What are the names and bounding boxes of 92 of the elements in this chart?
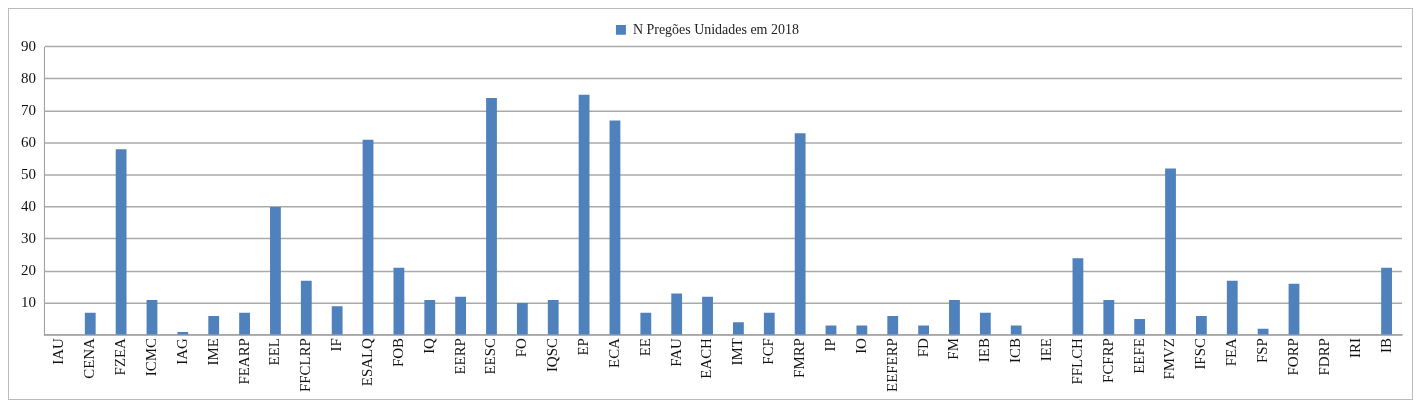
x-tick-label: FDRP (1315, 338, 1332, 376)
y-tick-label: 80 (21, 69, 36, 86)
y-tick-label: 90 (21, 37, 36, 54)
x-tick-label: CENA (81, 337, 98, 379)
bar (486, 98, 497, 335)
bar (856, 325, 868, 335)
bar (1381, 267, 1392, 335)
bar (578, 94, 590, 335)
x-tick-label: IB (1377, 338, 1394, 354)
x-tick-label: EEFERP (883, 338, 900, 392)
x-tick-label: FAU (667, 337, 684, 367)
bar (1257, 328, 1269, 335)
bar (331, 306, 343, 335)
bar (1288, 283, 1300, 335)
bar (763, 312, 775, 335)
x-tick-label: FM (945, 338, 962, 360)
x-tick-label: IAU (50, 337, 67, 365)
bar (979, 312, 991, 335)
x-tick-label: IP (821, 338, 838, 352)
y-tick-label: 30 (21, 229, 36, 246)
bar (1072, 258, 1084, 335)
bar (547, 299, 559, 335)
bar (640, 312, 652, 335)
bar (1134, 319, 1146, 335)
x-tick-label: IEB (976, 338, 993, 363)
x-tick-label: FCF (760, 338, 777, 365)
x-tick-label: FORP (1284, 338, 1301, 376)
x-tick-label: EERP (451, 338, 468, 375)
x-tick-label: EP (575, 338, 592, 356)
legend-label: N Pregões Unidades em 2018 (632, 21, 799, 37)
x-tick-label: EEL (266, 338, 283, 366)
bar (1010, 325, 1022, 335)
x-tick-label: FFLCH (1068, 337, 1085, 385)
bar (115, 149, 127, 335)
y-tick-label: 20 (21, 262, 36, 278)
x-tick-label: EESC (482, 338, 499, 375)
bar (1226, 280, 1238, 335)
x-tick-label: FCFRP (1099, 338, 1116, 383)
bar (424, 299, 436, 335)
x-tick-label: IO (852, 337, 869, 354)
bar (84, 312, 96, 335)
x-tick-label: FZEA (112, 337, 129, 376)
bar (794, 133, 806, 335)
y-tick-label: 60 (21, 133, 36, 150)
x-tick-label: ICMC (142, 338, 159, 377)
bar (1103, 299, 1115, 335)
x-tick-label: FSP (1254, 338, 1271, 363)
x-tick-label: IQSC (544, 338, 561, 373)
x-tick-label: ECA (605, 337, 622, 368)
x-tick-label: FMRP (791, 338, 808, 378)
x-tick-label: ICB (1007, 338, 1024, 363)
x-tick-label: IAG (173, 337, 190, 365)
bar (300, 280, 312, 335)
bar (270, 206, 281, 335)
bar (887, 315, 899, 335)
x-tick-label: FEARP (235, 338, 252, 385)
x-tick-label: IEE (1037, 338, 1054, 362)
bar (918, 325, 930, 335)
bar (208, 315, 220, 335)
x-tick-label: EE (636, 338, 653, 357)
bar (733, 322, 744, 335)
x-tick-label: IME (204, 338, 221, 366)
x-tick-label: IQ (420, 337, 437, 354)
x-tick-label: FMVZ (1161, 338, 1178, 380)
bar (146, 299, 158, 335)
bar (516, 303, 528, 335)
x-tick-label: FEA (1223, 337, 1240, 367)
x-tick-label: IMT (729, 338, 746, 366)
x-tick-label: IF (328, 338, 345, 352)
bar (393, 267, 405, 335)
bar (671, 293, 683, 335)
y-tick-label: 70 (21, 101, 36, 118)
x-tick-label: FFCLRP (297, 338, 314, 392)
bar (362, 139, 374, 335)
x-tick-label: EEFE (1130, 338, 1147, 374)
y-tick-label: 40 (21, 197, 36, 214)
x-tick-label: IRI (1346, 338, 1363, 358)
y-tick-label: 50 (21, 165, 36, 182)
bar (455, 296, 467, 335)
bar (949, 299, 960, 335)
bar (609, 120, 621, 335)
bar (702, 296, 713, 335)
x-tick-label: IFSC (1192, 338, 1209, 370)
x-tick-label: FD (914, 337, 931, 358)
x-tick-label: EACH (698, 337, 715, 379)
bar (239, 312, 250, 335)
x-tick-label: ESALQ (358, 337, 375, 387)
bar (1195, 315, 1207, 335)
y-tick-label: 10 (21, 294, 36, 310)
x-tick-label: FOB (389, 338, 406, 368)
x-tick-label: FO (513, 337, 530, 358)
bar (1165, 168, 1176, 335)
